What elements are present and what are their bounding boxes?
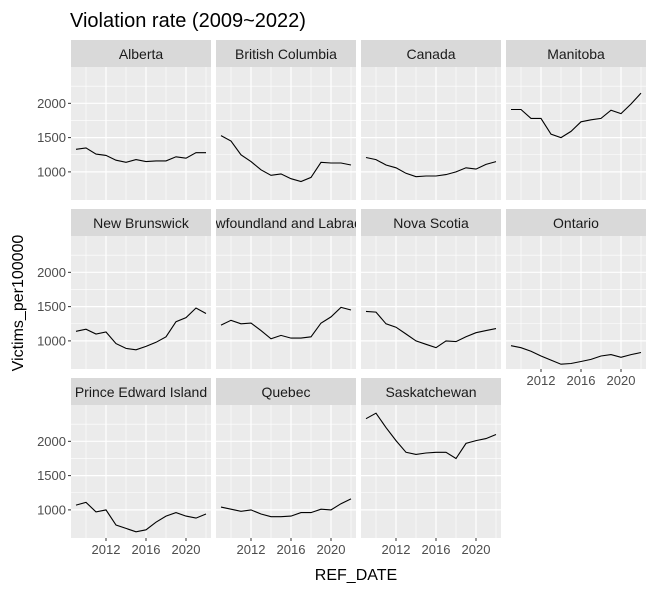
y-tick-label: 1000 — [37, 502, 66, 517]
y-tick-label: 1500 — [37, 468, 66, 483]
facet-panel: New Brunswick 1000 1500 2000 — [37, 209, 211, 369]
facet-strip — [216, 209, 356, 236]
series-line — [75, 501, 207, 533]
x-tick-label: 2012 — [92, 542, 121, 557]
x-tick-label: 2016 — [422, 542, 451, 557]
facet-strip — [71, 378, 211, 405]
series-line — [365, 310, 497, 349]
x-tick-label: 2012 — [382, 542, 411, 557]
y-tick-label: 2000 — [37, 265, 66, 280]
facet-panel: Nova Scotia — [361, 209, 501, 369]
facet-strip — [361, 209, 501, 236]
facet-panel: Saskatchewan 2012 2016 2020 — [361, 378, 501, 557]
x-tick-label: 2016 — [277, 542, 306, 557]
facet-strip-label: Prince Edward Island — [75, 384, 207, 400]
facet-panel: Newfoundland and Labrador — [198, 209, 375, 369]
facet-panel: Manitoba — [506, 40, 646, 200]
panel-background — [361, 236, 501, 369]
series-line — [75, 307, 207, 351]
y-tick-label: 1000 — [37, 164, 66, 179]
x-tick-label: 2012 — [527, 373, 556, 388]
panel-background — [506, 236, 646, 369]
facet-strip-label: Saskatchewan — [385, 384, 476, 400]
series-line — [75, 147, 206, 163]
facet-strip — [506, 209, 646, 236]
panel-background — [216, 67, 356, 200]
facet-strip — [71, 40, 211, 67]
facet-strip-label: British Columbia — [235, 46, 337, 62]
series-line — [510, 345, 642, 365]
chart-title: Violation rate (2009~2022) — [70, 10, 306, 32]
x-tick-label: 2020 — [462, 542, 491, 557]
panel-background — [361, 67, 501, 200]
facet-strip — [216, 378, 356, 405]
y-axis-title: Victims_per100000 — [10, 235, 27, 372]
y-tick-label: 2000 — [37, 96, 66, 111]
facet-strip — [361, 378, 501, 405]
x-tick-label: 2020 — [172, 542, 201, 557]
panel-background — [216, 405, 356, 538]
panel-background — [361, 405, 501, 538]
facet-panel: Prince Edward Island 1000 1500 2000 2012 2016… — [37, 378, 211, 557]
facet-strip-label: Quebec — [261, 384, 310, 400]
facet-strip-label: Ontario — [553, 215, 599, 231]
panel-background — [506, 67, 646, 200]
facet-panel: Quebec 2012 2016 2020 — [216, 378, 356, 557]
series-line — [220, 135, 352, 183]
series-line — [220, 306, 352, 340]
panel-background — [216, 236, 356, 369]
panel-background — [71, 236, 211, 369]
series-line — [365, 156, 497, 178]
series-line — [511, 92, 642, 139]
panel-background — [71, 67, 211, 200]
y-tick-label: 1500 — [37, 130, 66, 145]
x-axis-title: REF_DATE — [315, 567, 397, 584]
facet-strip-label: Manitoba — [547, 46, 605, 62]
facet-panel: Alberta 1000 1500 2000 — [37, 40, 211, 200]
facet-strip-label: Alberta — [119, 46, 164, 62]
facet-panel: British Columbia — [216, 40, 356, 200]
facet-strip-label: Nova Scotia — [393, 215, 469, 231]
x-tick-label: 2020 — [317, 542, 346, 557]
facet-panel: Canada — [361, 40, 501, 200]
facet-strip — [361, 40, 501, 67]
facet-strip — [216, 40, 356, 67]
facet-strip — [506, 40, 646, 67]
y-tick-label: 1000 — [37, 333, 66, 348]
x-tick-label: 2012 — [237, 542, 266, 557]
facet-strip-label: New Brunswick — [93, 215, 190, 231]
y-tick-label: 1500 — [37, 299, 66, 314]
series-line — [365, 412, 497, 460]
y-tick-label: 2000 — [37, 434, 66, 449]
series-line — [220, 498, 352, 518]
x-tick-label: 2016 — [132, 542, 161, 557]
x-tick-label: 2020 — [607, 373, 636, 388]
facet-panels: Alberta 1000 1500 2000 British Columbia Canad… — [37, 40, 646, 557]
facet-strip-label: Canada — [406, 46, 455, 62]
facet-strip — [71, 209, 211, 236]
panel-background — [71, 405, 211, 538]
facet-panel: Ontario 2012 2016 2020 — [506, 209, 646, 388]
x-tick-label: 2016 — [567, 373, 596, 388]
facet-strip-label: Newfoundland and Labrador — [198, 215, 375, 231]
